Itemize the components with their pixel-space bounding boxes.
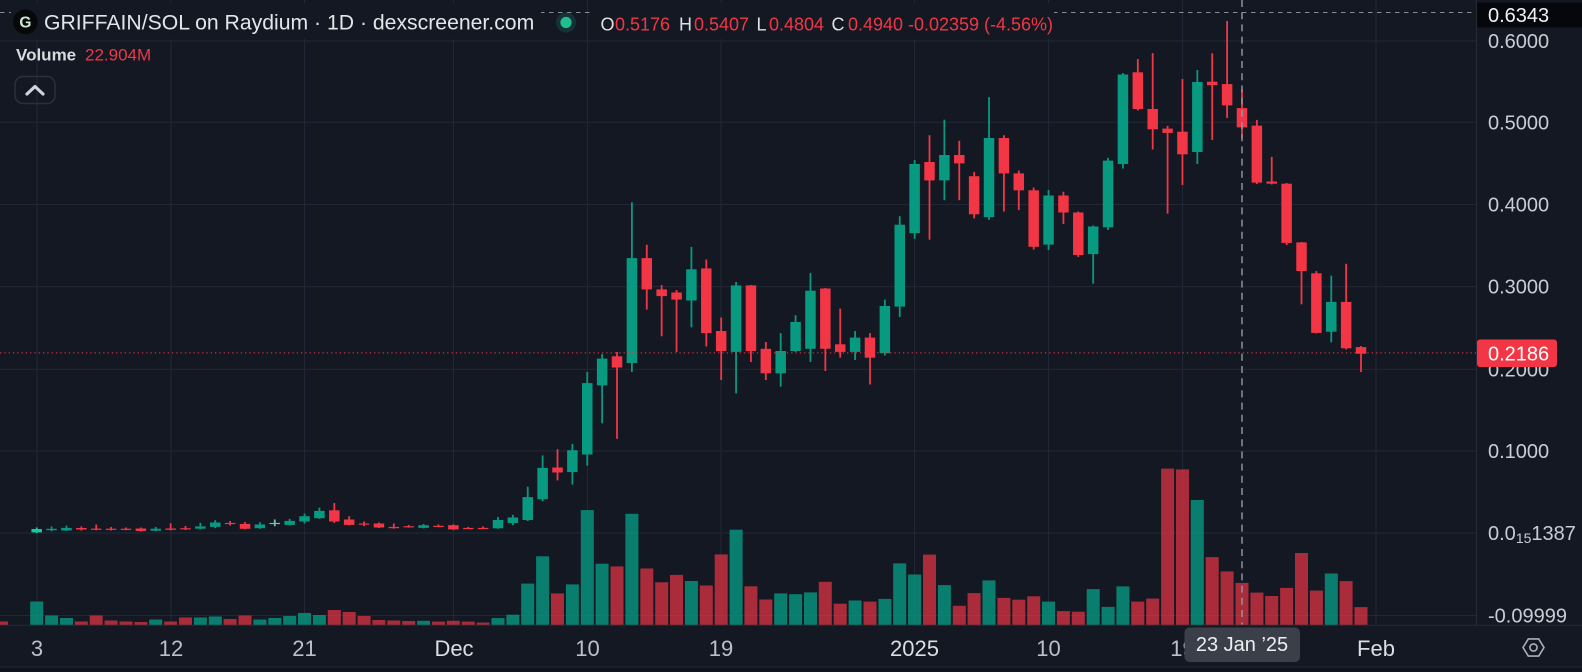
svg-text:0.2186: 0.2186 — [1488, 344, 1549, 366]
svg-text:0.5000: 0.5000 — [1488, 112, 1549, 134]
svg-text:23 Jan ’25: 23 Jan ’25 — [1196, 634, 1288, 656]
svg-text:Feb: Feb — [1357, 636, 1395, 661]
svg-text:0.4000: 0.4000 — [1488, 195, 1549, 217]
svg-text:12: 12 — [159, 636, 183, 661]
svg-text:22.904M: 22.904M — [85, 46, 151, 65]
svg-text:G: G — [19, 15, 31, 32]
svg-text:GRIFFAIN/SOL on Raydium · 1D ·: GRIFFAIN/SOL on Raydium · 1D · dexscreen… — [44, 12, 534, 35]
svg-text:2025: 2025 — [890, 636, 939, 661]
svg-text:0.1000: 0.1000 — [1488, 441, 1549, 463]
svg-text:3: 3 — [31, 636, 43, 661]
svg-text:0.6000: 0.6000 — [1488, 31, 1549, 53]
svg-text:0.0151387: 0.0151387 — [1488, 523, 1576, 546]
svg-text:10: 10 — [575, 636, 599, 661]
svg-text:0.6343: 0.6343 — [1488, 5, 1549, 27]
svg-text:-0.09999: -0.09999 — [1488, 606, 1567, 628]
svg-text:0.3000: 0.3000 — [1488, 277, 1549, 299]
svg-text:Volume: Volume — [16, 46, 76, 65]
svg-text:Dec: Dec — [434, 636, 473, 661]
svg-text:21: 21 — [292, 636, 316, 661]
svg-text:19: 19 — [709, 636, 733, 661]
svg-text:10: 10 — [1036, 636, 1060, 661]
